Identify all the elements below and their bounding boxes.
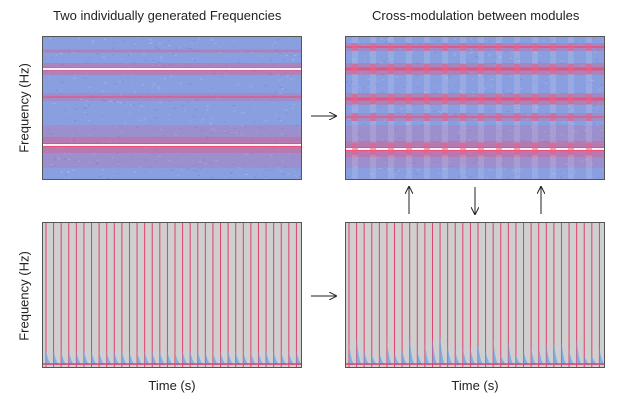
pulse-mark bbox=[568, 223, 575, 367]
pulse-mark bbox=[166, 223, 173, 367]
pulse-mark bbox=[98, 223, 105, 367]
pulse-mark bbox=[60, 223, 67, 367]
pulse-mark bbox=[106, 223, 113, 367]
pulse-mark bbox=[121, 223, 128, 367]
pulse-mark bbox=[507, 223, 514, 367]
pulse-mark bbox=[159, 223, 166, 367]
pulse-mark bbox=[515, 223, 522, 367]
pulse-mark bbox=[416, 223, 423, 367]
pulse-mark bbox=[189, 223, 196, 367]
pulse-mark bbox=[500, 223, 507, 367]
pulse-mark bbox=[182, 223, 188, 367]
pulse-mark bbox=[538, 223, 545, 367]
pulse-mark bbox=[598, 223, 604, 367]
pulse-mark bbox=[523, 223, 529, 367]
pulse-mark bbox=[591, 223, 598, 367]
title-left: Two individually generated Frequencies bbox=[53, 8, 282, 23]
pulse-mark bbox=[136, 223, 143, 367]
pulse-mark bbox=[288, 223, 295, 367]
pulse-mark bbox=[409, 223, 416, 367]
pulse-mark bbox=[553, 223, 560, 367]
pulse-mark bbox=[462, 223, 469, 367]
pulse-mark bbox=[356, 223, 362, 367]
pulse-mark bbox=[348, 223, 355, 367]
spectrogram-cross-modulation bbox=[345, 36, 605, 180]
pulse-mark bbox=[447, 223, 453, 367]
pulse-mark bbox=[485, 223, 491, 367]
pulse-mark bbox=[371, 223, 378, 367]
pulse-mark bbox=[530, 223, 537, 367]
pulse-mark bbox=[250, 223, 257, 367]
x-axis-label-right: Time (s) bbox=[451, 378, 499, 393]
pulse-mark bbox=[424, 223, 431, 367]
pulse-train-right bbox=[345, 222, 605, 368]
pulse-mark bbox=[295, 223, 301, 367]
pulse-mark bbox=[545, 223, 552, 367]
pulse-mark bbox=[53, 223, 59, 367]
pulse-mark bbox=[113, 223, 120, 367]
pulse-mark bbox=[576, 223, 582, 367]
pulse-mark bbox=[560, 223, 567, 367]
pulse-mark bbox=[227, 223, 234, 367]
pulse-mark bbox=[477, 223, 484, 367]
pulse-mark bbox=[378, 223, 385, 367]
pulse-mark bbox=[83, 223, 90, 367]
pulse-mark bbox=[469, 223, 476, 367]
pulse-mark bbox=[204, 223, 211, 367]
pulse-mark bbox=[220, 223, 226, 367]
pulse-mark bbox=[242, 223, 249, 367]
pulse-mark bbox=[151, 223, 158, 367]
pulse-mark bbox=[280, 223, 287, 367]
pulse-mark bbox=[235, 223, 242, 367]
x-axis-label-left: Time (s) bbox=[148, 378, 196, 393]
pulse-mark bbox=[401, 223, 408, 367]
pulse-mark bbox=[91, 223, 97, 367]
pulse-mark bbox=[454, 223, 461, 367]
pulse-mark bbox=[583, 223, 590, 367]
title-right: Cross-modulation between modules bbox=[372, 8, 580, 23]
pulse-mark bbox=[386, 223, 393, 367]
pulse-mark bbox=[257, 223, 264, 367]
pulse-mark bbox=[75, 223, 82, 367]
pulse-mark bbox=[273, 223, 279, 367]
pulse-mark bbox=[68, 223, 75, 367]
pulse-train-left bbox=[42, 222, 302, 368]
pulse-mark bbox=[212, 223, 219, 367]
pulse-mark bbox=[128, 223, 135, 367]
spectrogram-two-frequencies bbox=[42, 36, 302, 180]
pulse-mark bbox=[174, 223, 181, 367]
pulse-mark bbox=[492, 223, 499, 367]
pulse-mark bbox=[144, 223, 150, 367]
pulse-mark bbox=[45, 223, 52, 367]
pulse-mark bbox=[431, 223, 438, 367]
pulse-mark bbox=[363, 223, 370, 367]
pulse-mark bbox=[197, 223, 204, 367]
pulse-mark bbox=[265, 223, 272, 367]
pulse-mark bbox=[439, 223, 446, 367]
pulse-mark bbox=[394, 223, 400, 367]
